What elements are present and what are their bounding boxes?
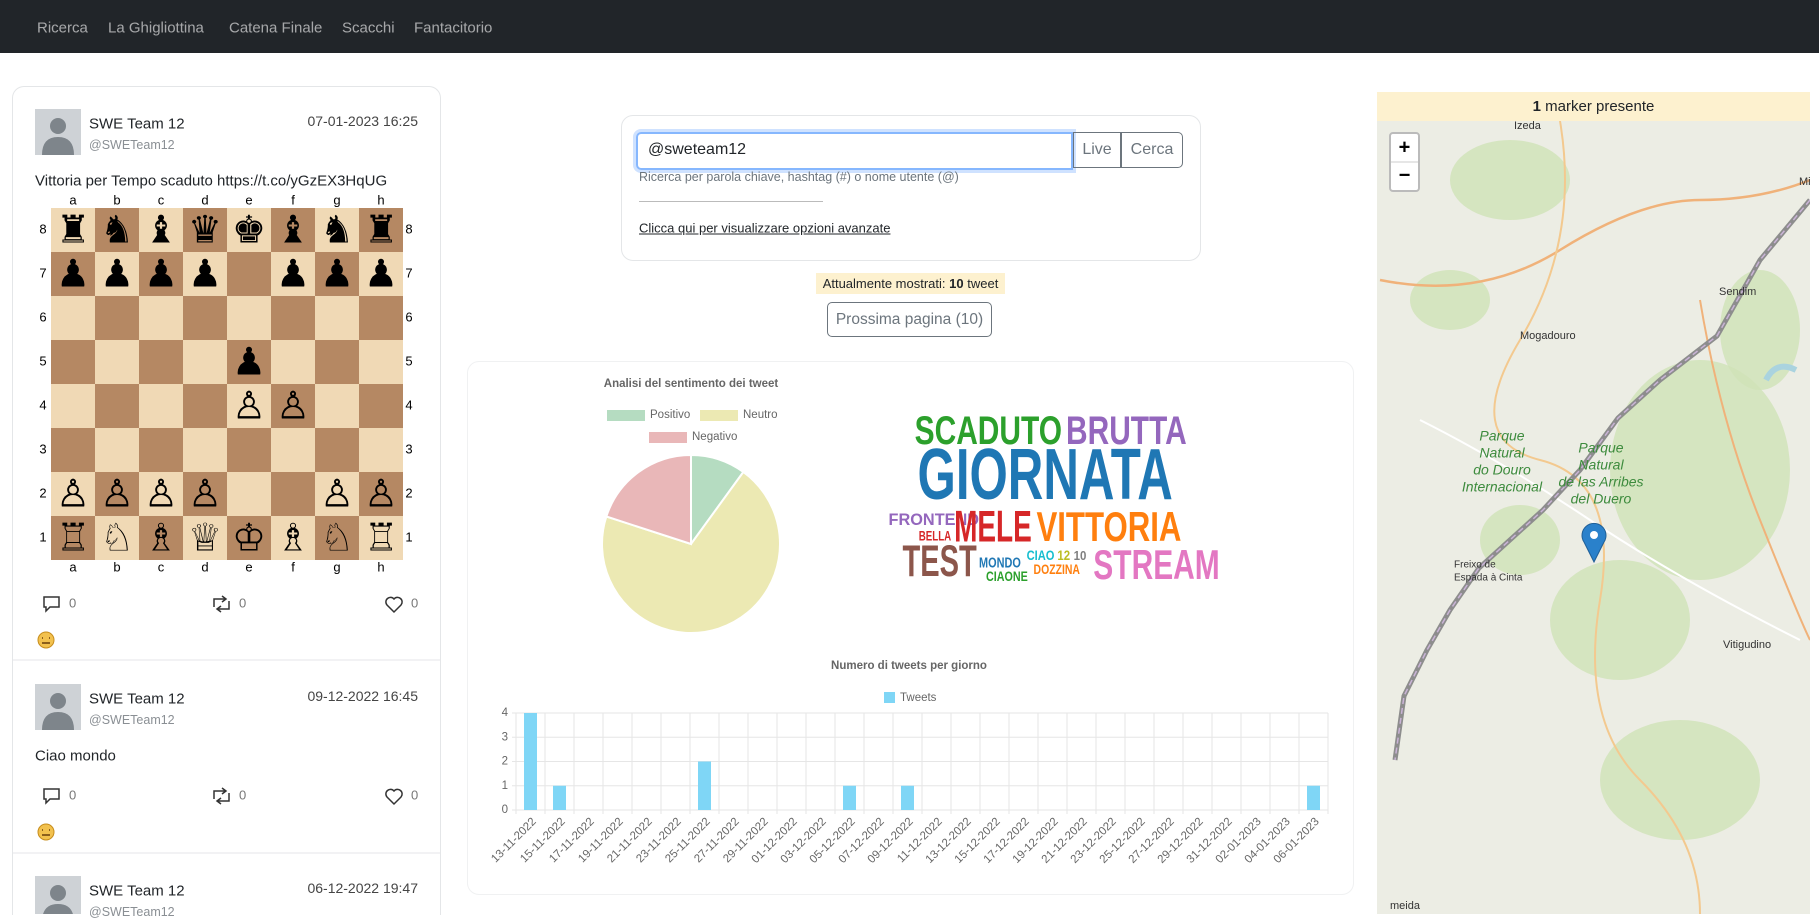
marker-text: marker presente [1545,98,1655,115]
search-button[interactable]: Cerca [1121,132,1183,168]
map-label: Natural [1479,445,1525,461]
map-road [1493,121,1701,914]
map-bg [1377,121,1810,914]
map-label: do Douro [1473,462,1531,478]
map-label: Izeda [1514,120,1542,132]
nav-link[interactable]: Scacchi [342,19,395,37]
map-road [1379,178,1810,287]
tweet-name: SWE Team 12 [89,882,185,900]
map-label: del Duero [1571,491,1632,507]
tweet-text: Ciao mondo [35,747,116,765]
tweet-list [12,86,441,915]
tweet-date: 06-12-2022 19:47 [307,880,418,896]
map-park [1610,360,1790,580]
status-suffix: tweet [967,276,999,291]
map-road [1419,419,1801,641]
search-input[interactable] [636,132,1073,170]
status-prefix: Attualmente mostrati: [822,276,946,291]
map-marker-dot [1590,531,1598,539]
tweet-name: SWE Team 12 [89,690,185,708]
nav-link[interactable]: Catena Finale [229,19,323,37]
nav-link[interactable]: Fantacitorio [414,19,493,37]
tweet-date: 09-12-2022 16:45 [307,688,418,704]
zoom-control [1389,132,1420,192]
live-button[interactable]: Live [1073,132,1121,168]
tweet-name: SWE Team 12 [89,115,185,133]
divider [639,201,823,202]
map-marker [1581,522,1607,564]
map-park [1480,505,1560,575]
map-park [1600,720,1760,840]
charts-card [467,361,1354,895]
advanced-link[interactable]: Clicca qui per visualizzare opzioni avan… [639,220,891,236]
navbar [0,0,1819,53]
map-label: Sendim [1719,286,1756,298]
status-count: 10 [949,276,964,291]
map-label: de las Arribes [1558,474,1643,490]
zoom-in: + [1399,136,1411,158]
map-park [1410,270,1490,330]
marker-count: 1 [1532,98,1541,115]
next-page-button[interactable]: Prossima pagina (10) [827,302,992,337]
map-park [1550,560,1690,680]
map-label: Internacional [1462,479,1543,495]
search-hint: Ricerca per parola chiave, hashtag (#) o… [639,170,959,184]
map-label: meida [1390,900,1421,912]
map-road [1699,299,1810,641]
map-label: Freixo de [1454,560,1496,571]
map-label: Espada à Cinta [1454,573,1523,584]
tweet-handle: @SWETeam12 [89,905,175,919]
tweet-text: Vittoria per Tempo scaduto https://t.co/… [35,172,388,190]
map-border [1392,198,1810,761]
map-label: Parque [1479,428,1524,444]
map-label: Mogadouro [1520,330,1576,342]
map-label: Mi [1799,176,1811,188]
map-label: Vitigudino [1723,639,1771,651]
nav-link[interactable]: Ricerca [37,19,88,37]
map-park [1720,270,1800,390]
map-park [1450,140,1570,220]
search-value: @sweteam12 [648,141,747,158]
tweet-date: 07-01-2023 16:25 [307,113,418,129]
tweet-handle: @SWETeam12 [89,713,175,727]
nav-link[interactable]: La Ghigliottina [108,19,204,37]
status-badge: Attualmente mostrati: 10 tweet [816,273,1005,294]
zoom-out: − [1399,164,1411,186]
map-label: Natural [1578,457,1624,473]
map-border-dash [1394,199,1810,761]
map-header: 1 marker presente [1377,92,1810,121]
map-river [1763,363,1798,382]
tweet-handle: @SWETeam12 [89,138,175,152]
search-card [621,115,1201,261]
map-label: Parque [1578,440,1623,456]
